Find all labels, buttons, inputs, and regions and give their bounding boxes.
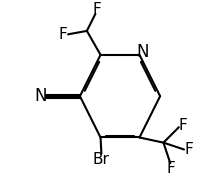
- Text: F: F: [179, 118, 187, 133]
- Text: F: F: [167, 161, 176, 176]
- Text: Br: Br: [93, 152, 110, 167]
- Text: N: N: [136, 43, 149, 61]
- Text: F: F: [93, 2, 101, 17]
- Text: F: F: [184, 142, 193, 157]
- Text: F: F: [59, 27, 68, 42]
- Text: N: N: [34, 87, 47, 105]
